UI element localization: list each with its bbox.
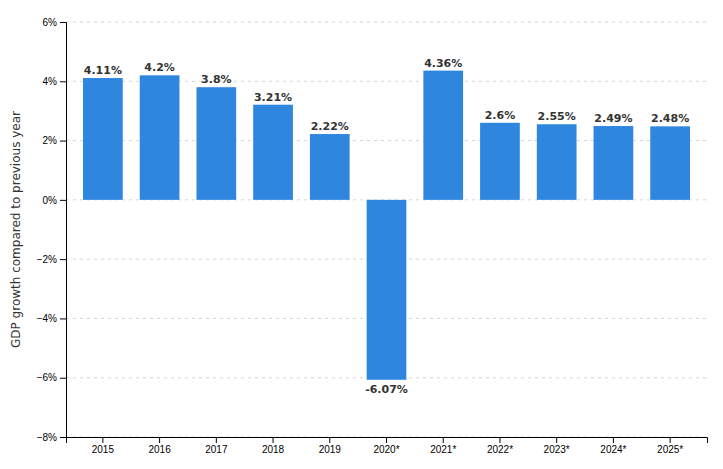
tick-label: 2% bbox=[43, 135, 58, 146]
tick: 2019 bbox=[319, 437, 342, 455]
tick-mark bbox=[60, 437, 66, 438]
tick-mark bbox=[60, 318, 66, 319]
data-label: 3.8% bbox=[201, 73, 232, 86]
grid bbox=[66, 22, 707, 437]
tick-mark bbox=[60, 141, 66, 142]
data-label: 2.49% bbox=[594, 112, 632, 125]
tick: 6% bbox=[43, 17, 66, 28]
data-label: 2.55% bbox=[538, 110, 576, 123]
tick: −6% bbox=[37, 372, 66, 383]
tick: 2022* bbox=[487, 437, 513, 455]
tick: −4% bbox=[37, 313, 66, 324]
data-labels: 4.11% 4.2% 3.8% 3.21% 2.22% -6.07% 4.36% 2.6% 2.… bbox=[84, 57, 689, 396]
tick: −2% bbox=[37, 254, 66, 265]
tick: 2023* bbox=[544, 437, 570, 455]
tick-label: 2017 bbox=[205, 444, 228, 455]
data-label: 4.2% bbox=[144, 61, 175, 74]
tick: 2020* bbox=[373, 437, 399, 455]
data-label: 4.36% bbox=[424, 57, 462, 70]
data-label: 2.48% bbox=[651, 112, 689, 125]
tick-mark bbox=[613, 437, 614, 443]
tick-label: 2024* bbox=[600, 444, 626, 455]
tick: 0% bbox=[43, 195, 66, 206]
tick-label: 2015 bbox=[92, 444, 115, 455]
tick: 4% bbox=[43, 76, 66, 87]
tick: 2025* bbox=[657, 437, 683, 455]
bar bbox=[83, 78, 123, 200]
bar bbox=[367, 200, 407, 380]
plot: 2015 2016 2017 2018 2019 2020* 2021* 2022* 2023*… bbox=[37, 17, 708, 455]
tick-mark bbox=[556, 437, 557, 443]
tick: 2021* bbox=[430, 437, 456, 455]
tick-label: −8% bbox=[37, 432, 57, 443]
tick: 2024* bbox=[600, 437, 626, 455]
tick-label: −6% bbox=[37, 372, 57, 383]
bar bbox=[537, 124, 577, 200]
tick-label: 2019 bbox=[319, 444, 342, 455]
tick-mark bbox=[102, 437, 103, 443]
tick-mark bbox=[159, 437, 160, 443]
tick-mark bbox=[60, 200, 66, 201]
axis-line bbox=[67, 438, 708, 444]
data-label: -6.07% bbox=[365, 383, 408, 396]
data-label: 4.11% bbox=[84, 64, 122, 77]
tick-mark bbox=[329, 437, 330, 443]
bar bbox=[253, 105, 293, 200]
tick-label: 0% bbox=[43, 195, 58, 206]
y-axis-title: GDP growth compared to previous year bbox=[9, 111, 23, 348]
tick-mark bbox=[443, 437, 444, 443]
tick-mark bbox=[60, 81, 66, 82]
tick-label: 2023* bbox=[544, 444, 570, 455]
chart-container: 2015 2016 2017 2018 2019 2020* 2021* 2022* 2023*… bbox=[0, 0, 723, 469]
bar bbox=[196, 87, 236, 200]
tick-mark bbox=[499, 437, 500, 443]
chart: 2015 2016 2017 2018 2019 2020* 2021* 2022* 2023*… bbox=[0, 0, 723, 469]
data-label: 2.22% bbox=[311, 120, 349, 133]
tick: −8% bbox=[37, 432, 66, 443]
tick-mark bbox=[273, 437, 274, 443]
axis-line bbox=[60, 23, 67, 438]
grid-line bbox=[66, 22, 707, 23]
tick: 2015 bbox=[92, 437, 115, 455]
tick-label: 2016 bbox=[148, 444, 171, 455]
tick: 2% bbox=[43, 135, 66, 146]
tick-label: 2025* bbox=[657, 444, 683, 455]
bar bbox=[594, 126, 634, 200]
tick: 2017 bbox=[205, 437, 228, 455]
tick-mark bbox=[60, 22, 66, 23]
bar bbox=[423, 71, 463, 200]
tick-mark bbox=[60, 259, 66, 260]
tick-label: −4% bbox=[37, 313, 57, 324]
tick-label: −2% bbox=[37, 254, 57, 265]
bar bbox=[650, 126, 690, 200]
bar bbox=[310, 134, 350, 200]
bars bbox=[83, 71, 690, 380]
tick-mark bbox=[386, 437, 387, 443]
x-axis: 2015 2016 2017 2018 2019 2020* 2021* 2022* 2023*… bbox=[67, 437, 708, 455]
tick-label: 2020* bbox=[373, 444, 399, 455]
data-label: 3.21% bbox=[254, 91, 292, 104]
tick-mark bbox=[670, 437, 671, 443]
tick: 2016 bbox=[148, 437, 171, 455]
tick-label: 4% bbox=[43, 76, 58, 87]
tick-mark bbox=[216, 437, 217, 443]
tick-mark bbox=[60, 378, 66, 379]
tick-label: 6% bbox=[43, 17, 58, 28]
tick-label: 2021* bbox=[430, 444, 456, 455]
bar bbox=[480, 123, 520, 200]
tick: 2018 bbox=[262, 437, 285, 455]
data-label: 2.6% bbox=[485, 109, 516, 122]
bar bbox=[140, 75, 180, 200]
y-axis: −8% −6% −4% −2% 0% 2% 4% 6% bbox=[37, 17, 67, 443]
tick-label: 2022* bbox=[487, 444, 513, 455]
tick-label: 2018 bbox=[262, 444, 285, 455]
